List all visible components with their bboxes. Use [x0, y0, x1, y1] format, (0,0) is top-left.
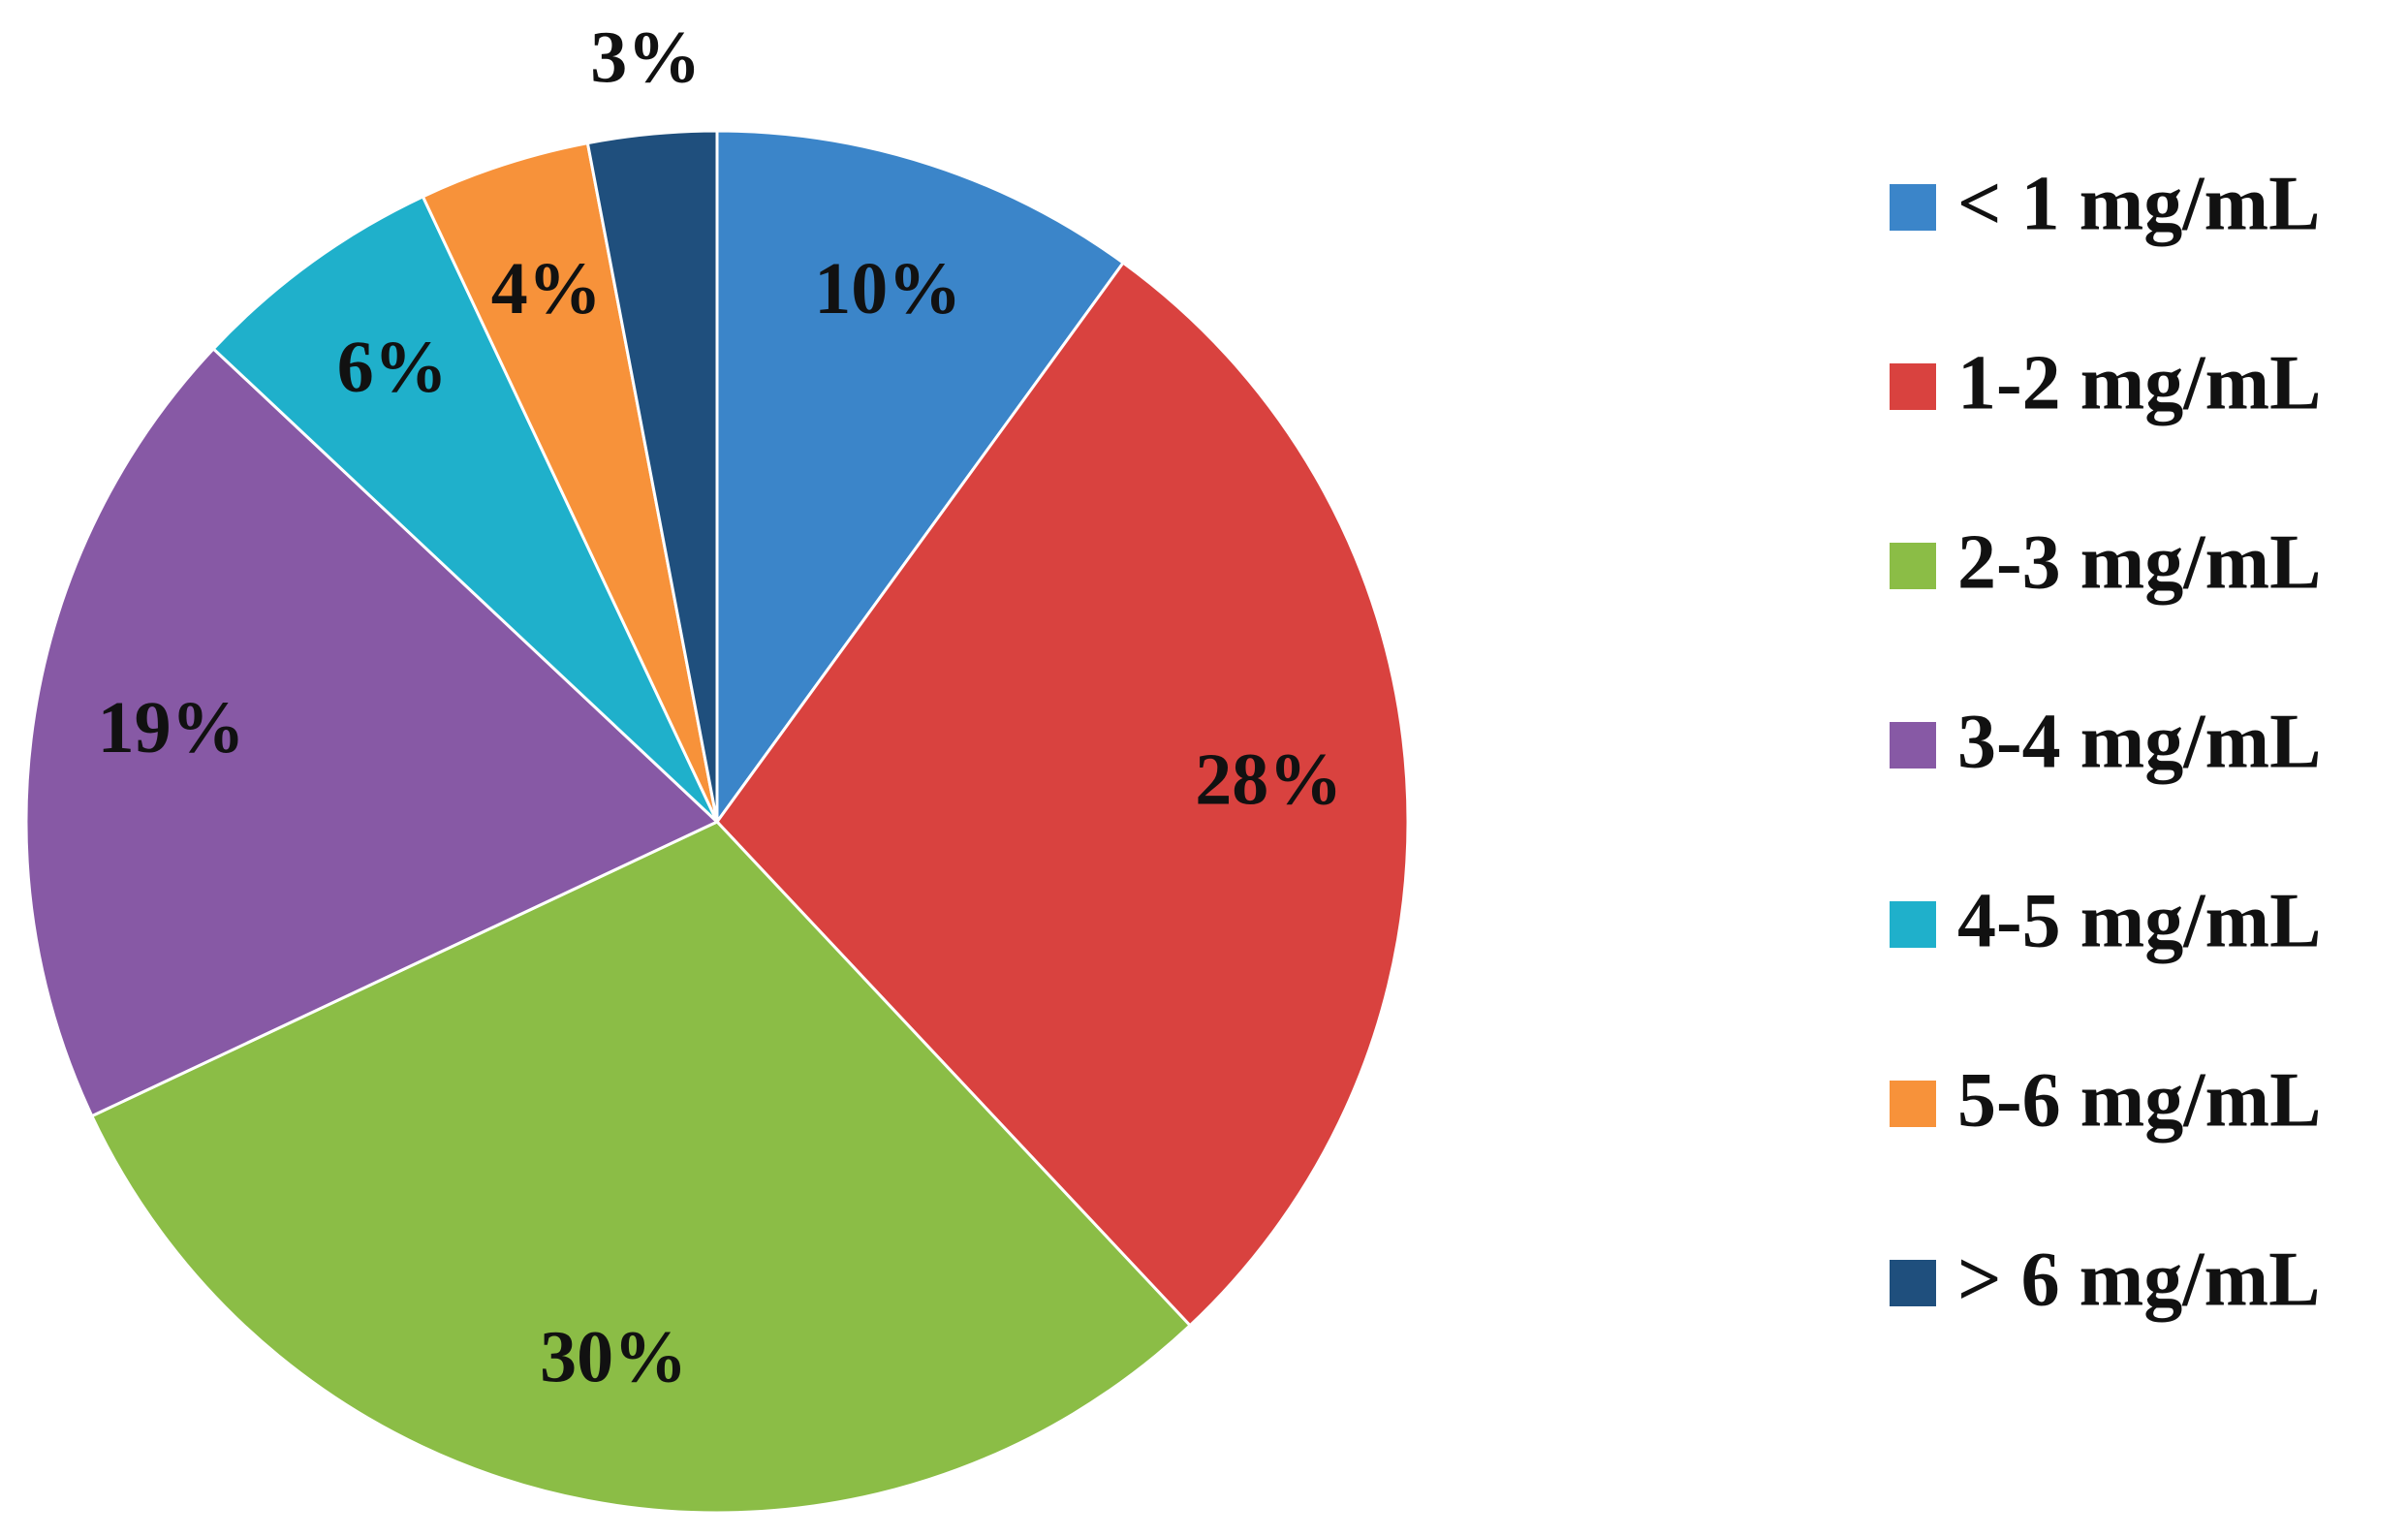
data-label: 30% [540, 1317, 687, 1398]
legend-swatch [1890, 1260, 1936, 1306]
pie-slice [715, 129, 1126, 827]
legend-label: 1-2 mg/mL [1957, 340, 2322, 425]
legend-label: 5-6 mg/mL [1957, 1057, 2322, 1143]
pie-slice [211, 194, 719, 824]
data-label: 10% [814, 248, 961, 329]
legend-swatch [1890, 901, 1936, 948]
data-label: 4% [491, 248, 602, 329]
legend-swatch [1890, 543, 1936, 589]
legend-label: 2-3 mg/mL [1957, 519, 2322, 605]
legend-swatch [1890, 184, 1936, 231]
legend-label: 3-4 mg/mL [1957, 699, 2322, 784]
pie-slice [89, 820, 1193, 1515]
legend-swatch [1890, 363, 1936, 410]
legend-label: 4-5 mg/mL [1957, 878, 2322, 963]
data-label: 3% [590, 17, 701, 99]
data-label: 6% [337, 327, 448, 408]
data-label: 28% [1195, 739, 1342, 821]
pie-slice [24, 346, 720, 1118]
pie-slice [715, 261, 1410, 1328]
data-label: 19% [98, 687, 245, 768]
legend-label: < 1 mg/mL [1957, 161, 2320, 246]
pie-slice [421, 141, 719, 823]
legend-label: > 6 mg/mL [1957, 1237, 2320, 1322]
pie-slice [585, 129, 719, 823]
legend-swatch [1890, 1081, 1936, 1127]
legend-swatch [1890, 722, 1936, 768]
